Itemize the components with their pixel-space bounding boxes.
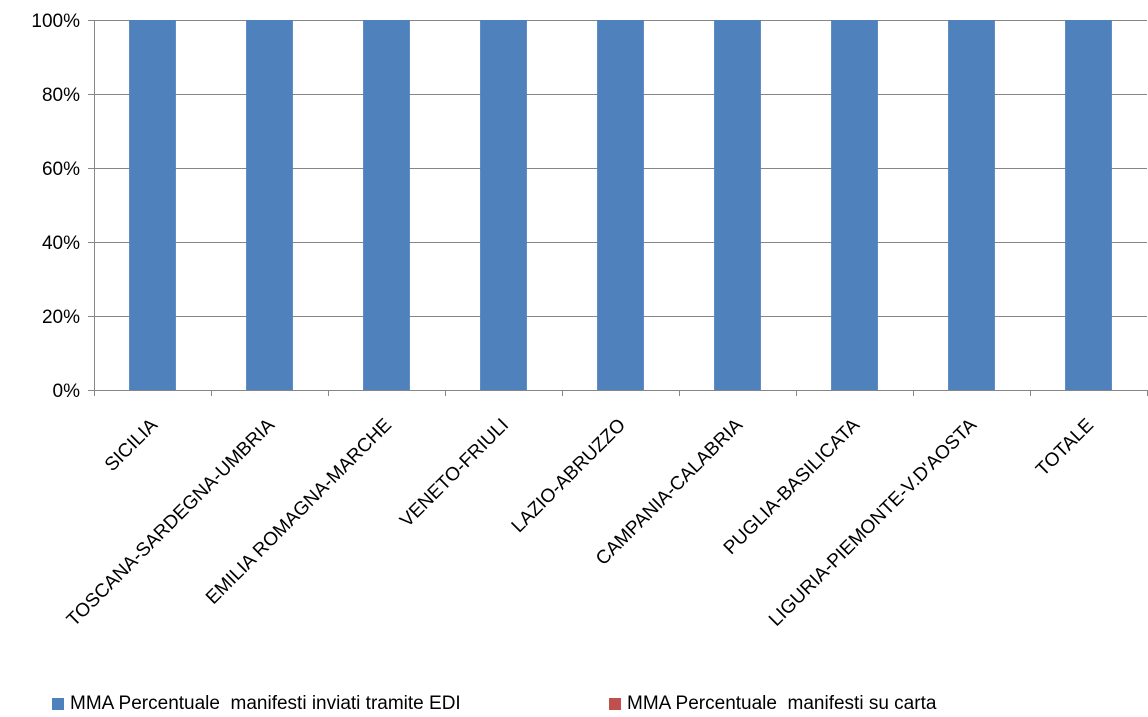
legend-label-carta: MMA Percentuale manifesti su carta xyxy=(627,693,937,714)
bar-edi xyxy=(1065,20,1112,390)
legend-item-carta: MMA Percentuale manifesti su carta xyxy=(609,693,936,715)
legend: MMA Percentuale manifesti inviati tramit… xyxy=(0,693,1148,717)
y-tick-labels: 0% 20% 40% 60% 80% 100% xyxy=(31,11,80,402)
bar-edi xyxy=(129,20,176,390)
y-tick-label: 20% xyxy=(42,307,80,328)
y-tick-label: 0% xyxy=(53,381,81,402)
bar-edi xyxy=(597,20,644,390)
x-tick-label: LIGURIA-PIEMONTE-V.D'AOSTA xyxy=(765,414,981,630)
x-tick-label: TOSCANA-SARDEGNA-UMBRIA xyxy=(63,414,279,630)
bar-edi xyxy=(831,20,878,390)
y-tick-label: 60% xyxy=(42,159,80,180)
bar-edi xyxy=(480,20,527,390)
y-tick-label: 80% xyxy=(42,85,80,106)
chart-plot: 0% 20% 40% 60% 80% 100% SICILIATOSCANA-SARDEG… xyxy=(31,11,1148,631)
legend-item-edi: MMA Percentuale manifesti inviati tramit… xyxy=(52,693,461,715)
bar-edi xyxy=(363,20,410,390)
legend-swatch-carta xyxy=(609,698,621,710)
x-tick-label: EMILIA ROMAGNA-MARCHE xyxy=(202,415,396,609)
x-tick-label: TOTALE xyxy=(1032,415,1098,481)
x-tick-label: LAZIO-ABRUZZO xyxy=(508,415,630,537)
bar-edi xyxy=(948,20,995,390)
bar-edi xyxy=(246,20,293,390)
x-tick-label: VENETO-FRIULI xyxy=(396,415,513,532)
x-tick-label: SICILIA xyxy=(101,414,162,475)
legend-label-edi: MMA Percentuale manifesti inviati tramit… xyxy=(70,693,461,714)
bars xyxy=(129,20,1112,390)
y-tick-label: 40% xyxy=(42,233,80,254)
legend-swatch-edi xyxy=(52,698,64,710)
y-tick-label: 100% xyxy=(31,11,80,32)
bar-edi xyxy=(714,20,761,390)
